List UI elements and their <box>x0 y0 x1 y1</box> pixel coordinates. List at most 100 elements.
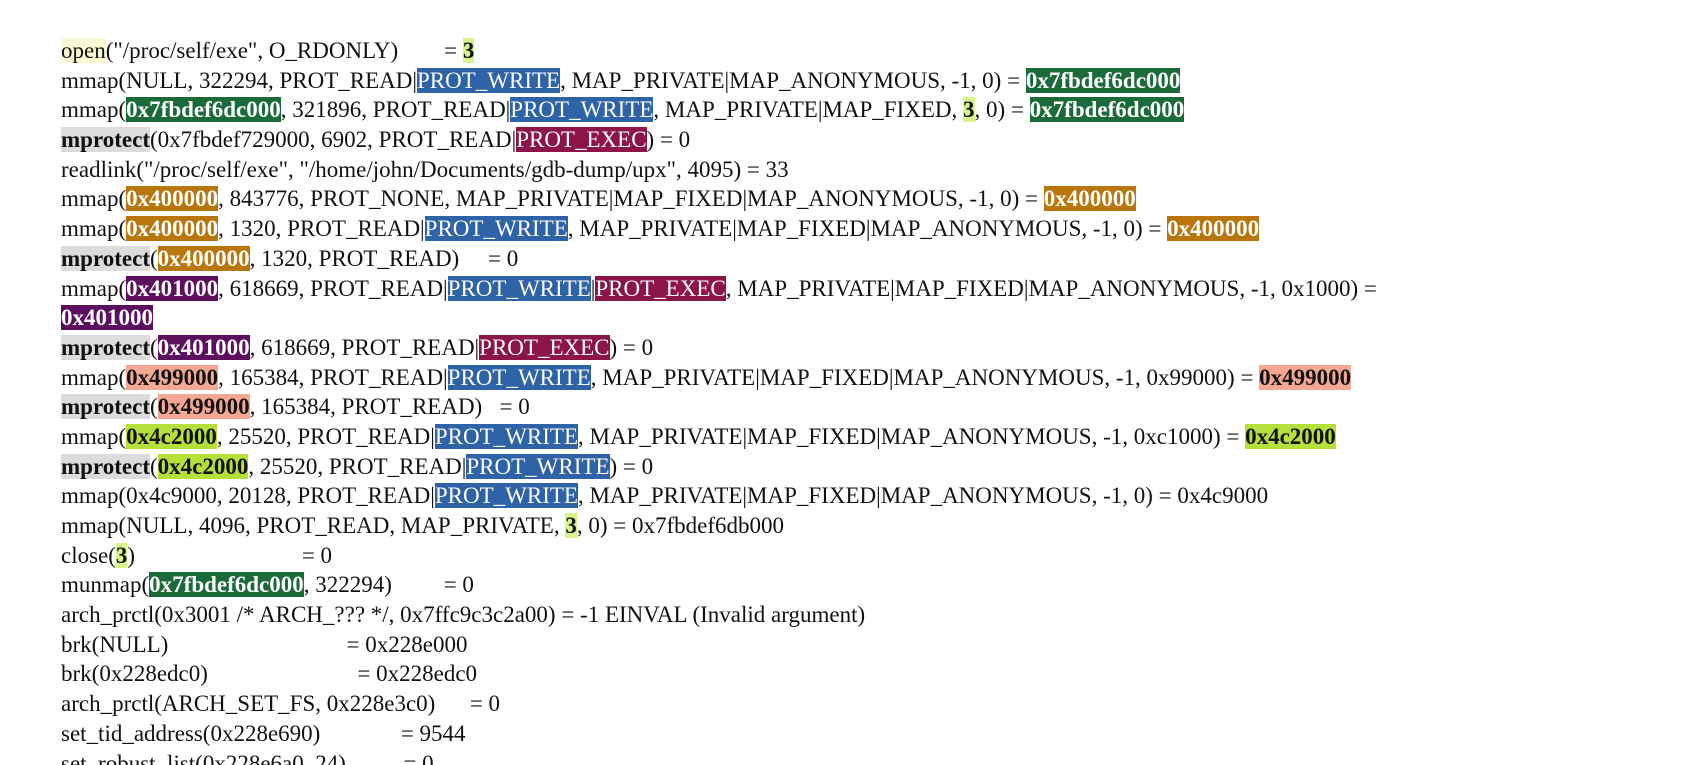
log-text: set_tid_address(0x228e690) = 9544 <box>61 720 466 746</box>
highlighted-token: 0x4c2000 <box>157 453 249 479</box>
log-line: mprotect(0x4c2000, 25520, PROT_READ|PROT… <box>61 452 1699 482</box>
log-line: mmap(NULL, 322294, PROT_READ|PROT_WRITE,… <box>61 66 1699 96</box>
highlighted-token: mprotect <box>61 334 150 360</box>
log-line: mprotect(0x499000, 165384, PROT_READ) = … <box>61 392 1699 422</box>
log-text: set_robust_list(0x228e6a0, 24) = 0 <box>61 750 434 765</box>
log-line: brk(0x228edc0) = 0x228edc0 <box>61 659 1699 689</box>
highlighted-token: PROT_EXEC <box>595 275 726 301</box>
log-line: mmap(0x4c9000, 20128, PROT_READ|PROT_WRI… <box>61 481 1699 511</box>
log-text: , MAP_PRIVATE|MAP_FIXED, <box>653 97 964 123</box>
highlighted-token: PROT_EXEC <box>516 127 647 153</box>
highlighted-token: mprotect <box>61 127 150 153</box>
log-text: mmap(NULL, 4096, PROT_READ, MAP_PRIVATE, <box>61 513 566 538</box>
log-line: mmap(0x7fbdef6dc000, 321896, PROT_READ|P… <box>61 95 1699 125</box>
log-text: , 1320, PROT_READ| <box>218 216 425 242</box>
highlighted-token: PROT_WRITE <box>434 423 578 449</box>
log-text: mmap( <box>61 423 127 449</box>
highlighted-token: PROT_EXEC <box>479 334 610 360</box>
highlighted-token: 3 <box>462 38 475 63</box>
log-text: mmap( <box>61 364 127 390</box>
highlighted-token: 0x7fbdef6dc000 <box>126 97 281 123</box>
log-text: , 618669, PROT_READ| <box>218 275 448 301</box>
log-text: , MAP_PRIVATE|MAP_FIXED|MAP_ANONYMOUS, -… <box>577 483 1269 509</box>
log-text: , MAP_PRIVATE|MAP_FIXED|MAP_ANONYMOUS, -… <box>590 364 1260 390</box>
log-text: , 321896, PROT_READ| <box>280 97 511 123</box>
highlighted-token: open <box>61 38 106 63</box>
log-text: , 165384, PROT_READ) = 0 <box>249 394 530 420</box>
log-line: open("/proc/self/exe", O_RDONLY) = 3 <box>61 36 1699 66</box>
highlighted-token: mprotect <box>61 245 150 271</box>
highlighted-token: PROT_WRITE <box>510 97 654 123</box>
highlighted-token: 3 <box>963 97 975 123</box>
log-line: mmap(0x499000, 165384, PROT_READ|PROT_WR… <box>61 363 1699 393</box>
highlighted-token: 0x4c2000 <box>126 423 217 449</box>
highlighted-token: 0x401000 <box>126 275 219 301</box>
log-text: ( <box>149 334 158 360</box>
log-text: ) = 0 <box>609 334 654 360</box>
highlighted-token: 0x400000 <box>126 216 219 242</box>
log-line: close(3) = 0 <box>61 541 1699 571</box>
log-text: readlink("/proc/self/exe", "/home/john/D… <box>61 156 789 182</box>
highlighted-token: 0x400000 <box>126 186 219 212</box>
log-text: , MAP_PRIVATE|MAP_FIXED|MAP_ANONYMOUS, -… <box>578 423 1246 449</box>
log-line: mmap(0x400000, 1320, PROT_READ|PROT_WRIT… <box>61 214 1699 244</box>
log-line: mprotect(0x400000, 1320, PROT_READ) = 0 <box>61 244 1699 274</box>
highlighted-token: mprotect <box>61 394 150 420</box>
highlighted-token: 0x4c2000 <box>1245 423 1336 449</box>
log-text: mmap(0x4c9000, 20128, PROT_READ| <box>61 483 435 509</box>
highlighted-token: PROT_WRITE <box>447 275 591 301</box>
log-text: mmap( <box>61 97 127 123</box>
log-line: mmap(NULL, 4096, PROT_READ, MAP_PRIVATE,… <box>61 511 1699 541</box>
highlighted-token: PROT_WRITE <box>434 483 578 509</box>
log-text: munmap( <box>61 572 150 598</box>
log-line: mmap(0x4c2000, 25520, PROT_READ|PROT_WRI… <box>61 422 1699 452</box>
log-text: ( <box>149 394 158 420</box>
log-text: ("/proc/self/exe", O_RDONLY) = <box>105 38 463 63</box>
log-line: munmap(0x7fbdef6dc000, 322294) = 0 <box>61 570 1699 600</box>
highlighted-token: PROT_WRITE <box>447 364 591 390</box>
strace-log-document: open("/proc/self/exe", O_RDONLY) = 3 mmap… <box>61 36 1699 765</box>
log-text: mmap( <box>61 186 127 212</box>
log-line: readlink("/proc/self/exe", "/home/john/D… <box>61 155 1699 185</box>
highlighted-token: mprotect <box>61 453 150 479</box>
log-line: arch_prctl(ARCH_SET_FS, 0x228e3c0) = 0 <box>61 689 1699 719</box>
highlighted-token: 0x7fbdef6dc000 <box>1025 67 1181 93</box>
log-text: , 0) = 0x7fbdef6db000 <box>576 513 784 538</box>
log-line: mmap(0x400000, 843776, PROT_NONE, MAP_PR… <box>61 184 1699 214</box>
log-text: , 618669, PROT_READ| <box>249 334 480 360</box>
highlighted-token: PROT_WRITE <box>416 67 561 93</box>
highlighted-token: 0x7fbdef6dc000 <box>149 572 304 598</box>
log-text: , 1320, PROT_READ) = 0 <box>249 245 519 271</box>
log-text: mmap(NULL, 322294, PROT_READ| <box>61 67 417 93</box>
log-text: ) = 0 <box>646 127 691 153</box>
log-line: arch_prctl(0x3001 /* ARCH_??? */, 0x7ffc… <box>61 600 1699 630</box>
log-text: , MAP_PRIVATE|MAP_ANONYMOUS, -1, 0) = <box>560 67 1026 93</box>
log-text: , MAP_PRIVATE|MAP_FIXED|MAP_ANONYMOUS, -… <box>567 216 1168 242</box>
highlighted-token: 0x400000 <box>157 245 250 271</box>
highlighted-token: PROT_WRITE <box>466 453 610 479</box>
highlighted-token: 3 <box>565 513 577 538</box>
log-text: close( <box>61 542 116 568</box>
log-text: , MAP_PRIVATE|MAP_FIXED|MAP_ANONYMOUS, -… <box>725 275 1377 301</box>
log-text: (0x7fbdef729000, 6902, PROT_READ| <box>149 127 517 153</box>
log-text: , 843776, PROT_NONE, MAP_PRIVATE|MAP_FIX… <box>218 186 1044 212</box>
log-line: mprotect(0x401000, 618669, PROT_READ|PRO… <box>61 333 1699 363</box>
log-text: ) = 0 <box>609 453 654 479</box>
highlighted-token: 0x401000 <box>61 305 153 331</box>
log-text: brk(NULL) = 0x228e000 <box>61 631 468 657</box>
highlighted-token: 0x499000 <box>126 364 219 390</box>
log-line: 0x401000 <box>61 303 1699 333</box>
highlighted-token: 0x7fbdef6dc000 <box>1029 97 1185 123</box>
log-text: mmap( <box>61 216 127 242</box>
highlighted-token: PROT_WRITE <box>424 216 568 242</box>
highlighted-token: 0x401000 <box>157 334 250 360</box>
log-text: arch_prctl(0x3001 /* ARCH_??? */, 0x7ffc… <box>61 602 866 628</box>
log-line: mmap(0x401000, 618669, PROT_READ|PROT_WR… <box>61 274 1699 304</box>
highlighted-token: 0x499000 <box>1259 364 1352 390</box>
log-text: mmap( <box>61 275 127 301</box>
log-text: , 322294) = 0 <box>303 572 474 598</box>
log-text: ) = 0 <box>127 542 333 568</box>
log-line: set_robust_list(0x228e6a0, 24) = 0 <box>61 749 1699 765</box>
log-line: mprotect(0x7fbdef729000, 6902, PROT_READ… <box>61 125 1699 155</box>
highlighted-token: 3 <box>115 542 128 568</box>
